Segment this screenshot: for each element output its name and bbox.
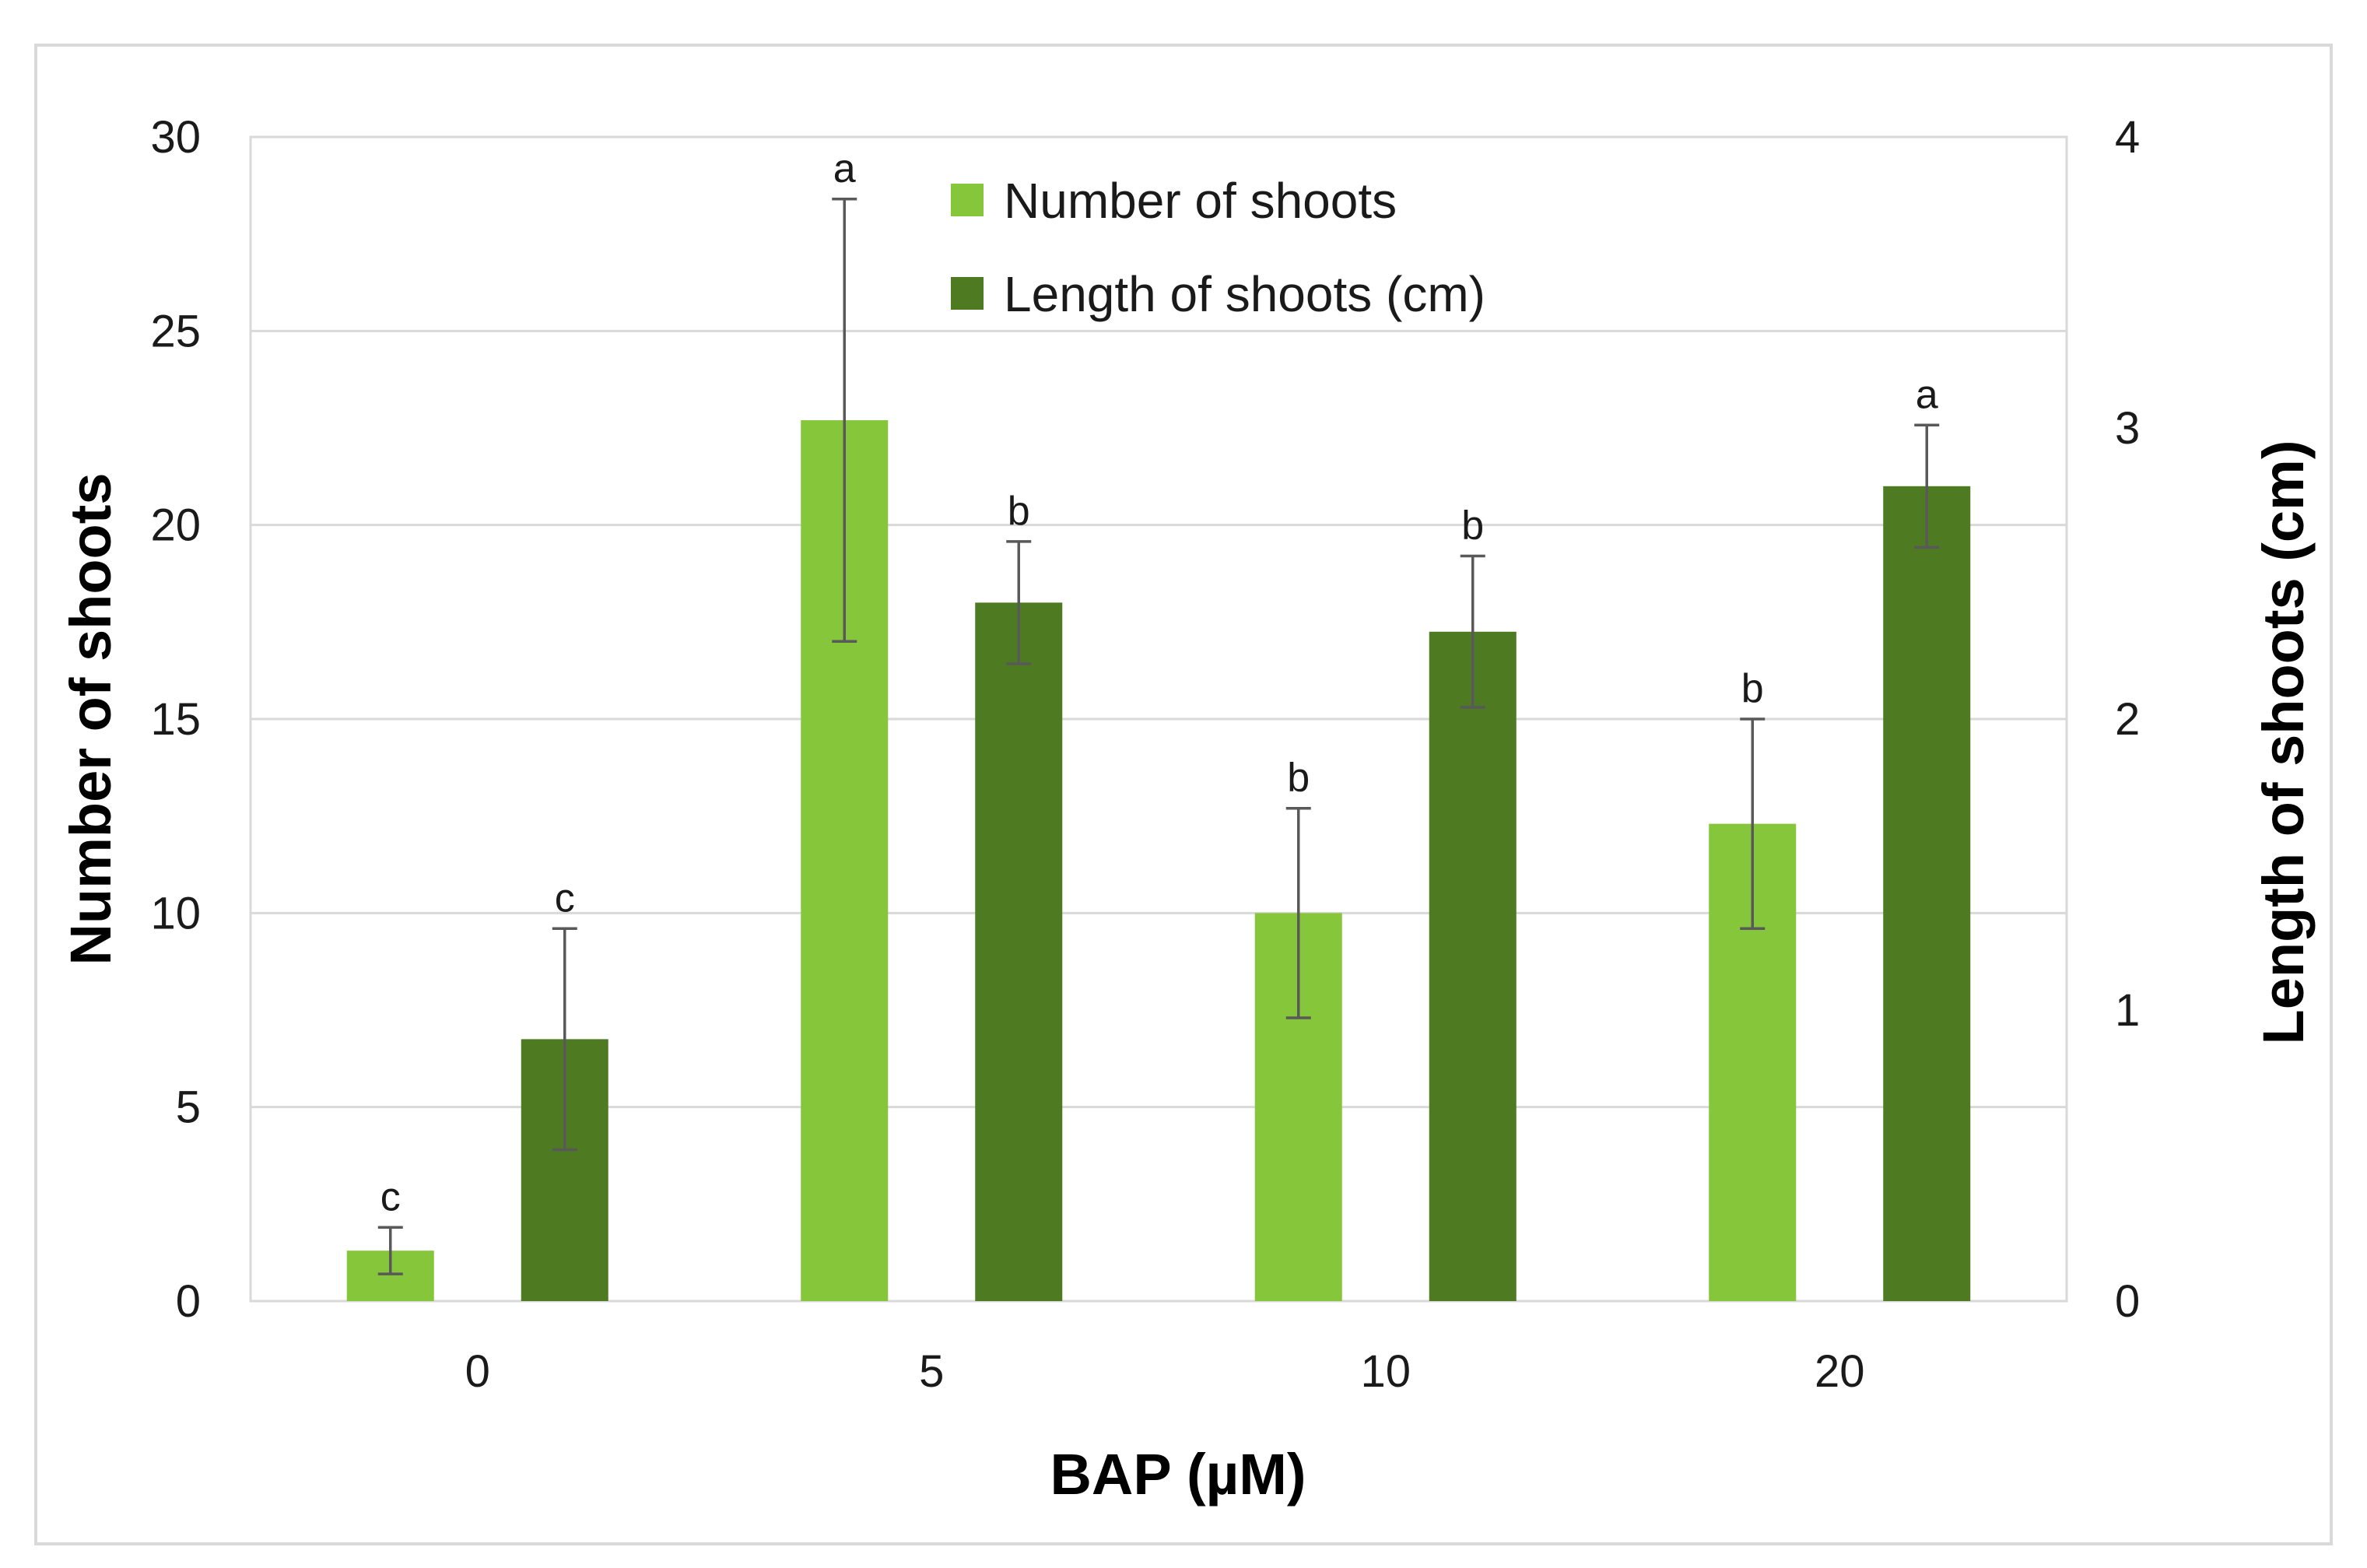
error-bars — [377, 198, 1940, 1275]
x-tick-label: 5 — [919, 1346, 944, 1397]
y2-tick-label: 3 — [2115, 403, 2140, 454]
legend-label-length: Length of shoots (cm) — [1004, 266, 1485, 322]
y-tick-label: 20 — [150, 500, 201, 551]
significance-letter: c — [555, 875, 575, 921]
y-tick-label: 5 — [176, 1082, 201, 1133]
y-axis-title: Number of shoots — [58, 472, 123, 965]
right-axis-ticks: 0 1 2 3 4 — [2115, 112, 2140, 1327]
y2-axis-title: Length of shoots (cm) — [2251, 440, 2316, 1045]
y2-tick-label: 0 — [2115, 1276, 2140, 1327]
y-tick-label: 30 — [150, 112, 201, 163]
significance-letter: b — [1461, 503, 1484, 549]
x-axis-ticks: 0 5 10 20 — [465, 1346, 1865, 1397]
y-tick-label: 15 — [150, 694, 201, 745]
x-tick-label: 0 — [465, 1346, 490, 1397]
y2-tick-label: 4 — [2115, 112, 2140, 163]
bars — [346, 420, 1971, 1302]
significance-letter: b — [1287, 756, 1310, 801]
y-tick-label: 0 — [176, 1276, 201, 1327]
legend: Number of shoots Length of shoots (cm) — [951, 173, 1485, 322]
plot-area — [249, 135, 2068, 1303]
significance-letter: b — [1741, 666, 1764, 711]
y2-tick-label: 1 — [2115, 985, 2140, 1036]
x-tick-label: 20 — [1815, 1346, 1865, 1397]
legend-swatch-length — [951, 277, 984, 310]
x-axis-title: BAP (µM) — [1050, 1442, 1306, 1507]
y-tick-label: 25 — [150, 306, 201, 356]
x-tick-label: 10 — [1360, 1346, 1411, 1397]
legend-swatch-number — [951, 184, 984, 216]
significance-letter: a — [833, 146, 856, 191]
significance-letter: c — [380, 1174, 401, 1219]
y2-tick-label: 2 — [2115, 694, 2140, 745]
left-axis-ticks: 0 5 10 15 20 25 30 — [150, 112, 201, 1327]
y-tick-label: 10 — [150, 888, 201, 938]
bar-length — [1429, 631, 1517, 1301]
significance-letter: b — [1008, 489, 1030, 534]
bar-length — [1883, 486, 1971, 1301]
significance-letters: c c a b b b b a — [380, 146, 1938, 1219]
significance-letter: a — [1916, 372, 1938, 417]
legend-label-number: Number of shoots — [1004, 173, 1397, 229]
bar-length — [975, 602, 1063, 1301]
